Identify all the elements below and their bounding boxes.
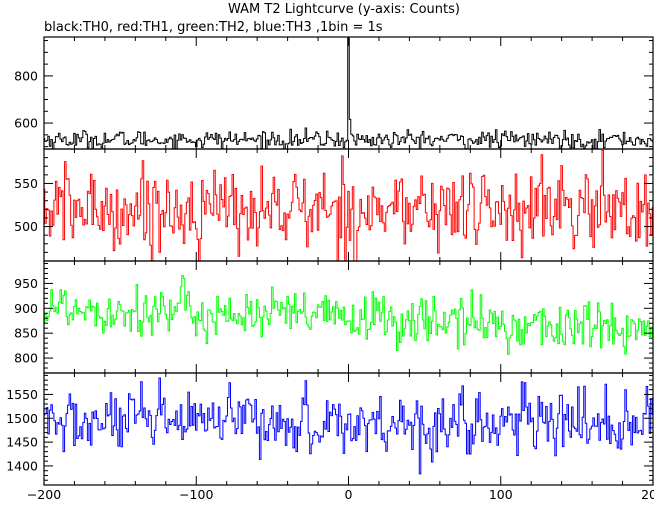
series-th0-trace <box>44 37 653 149</box>
y-tick-label: 950 <box>14 276 38 291</box>
x-tick-label: −100 <box>179 487 213 502</box>
y-tick-label: 850 <box>14 326 38 341</box>
panel-frame <box>43 260 654 374</box>
panel-th0: 600 800 <box>14 36 654 150</box>
panel-frame <box>43 36 654 150</box>
y-tick-label: 1500 <box>6 411 38 426</box>
series-th2-trace <box>44 275 653 355</box>
x-axis: −200 −100 0 100 200 <box>27 487 654 502</box>
y-tick-label: 550 <box>14 176 38 191</box>
chart-subtitle: black:TH0, red:TH1, green:TH2, blue:TH3 … <box>44 20 383 35</box>
y-tick-label: 900 <box>14 301 38 316</box>
y-tick-label: 1400 <box>6 458 38 473</box>
chart-title: WAM T2 Lightcurve (y-axis: Counts) <box>228 2 460 17</box>
y-tick-label: 500 <box>14 219 38 234</box>
series-th3-trace <box>44 377 653 475</box>
panel-th2: 800 850 900 950 <box>14 260 654 374</box>
x-tick-label: 200 <box>641 487 654 502</box>
panel-frame <box>43 372 654 486</box>
panels-group: 600 800 500 550 800 850 900 950 1400 1450 1500 1550 <box>6 36 654 486</box>
panel-th3: 1400 1450 1500 1550 <box>6 372 654 486</box>
x-tick-label: 0 <box>345 487 353 502</box>
y-tick-label: 600 <box>14 116 38 131</box>
x-tick-label: −200 <box>27 487 61 502</box>
x-tick-label: 100 <box>489 487 513 502</box>
y-tick-label: 800 <box>14 68 38 83</box>
y-tick-label: 800 <box>14 351 38 366</box>
panel-th1: 500 550 <box>14 148 654 262</box>
y-tick-label: 1450 <box>6 435 38 450</box>
series-th1-trace <box>44 149 653 261</box>
y-tick-label: 1550 <box>6 387 38 402</box>
